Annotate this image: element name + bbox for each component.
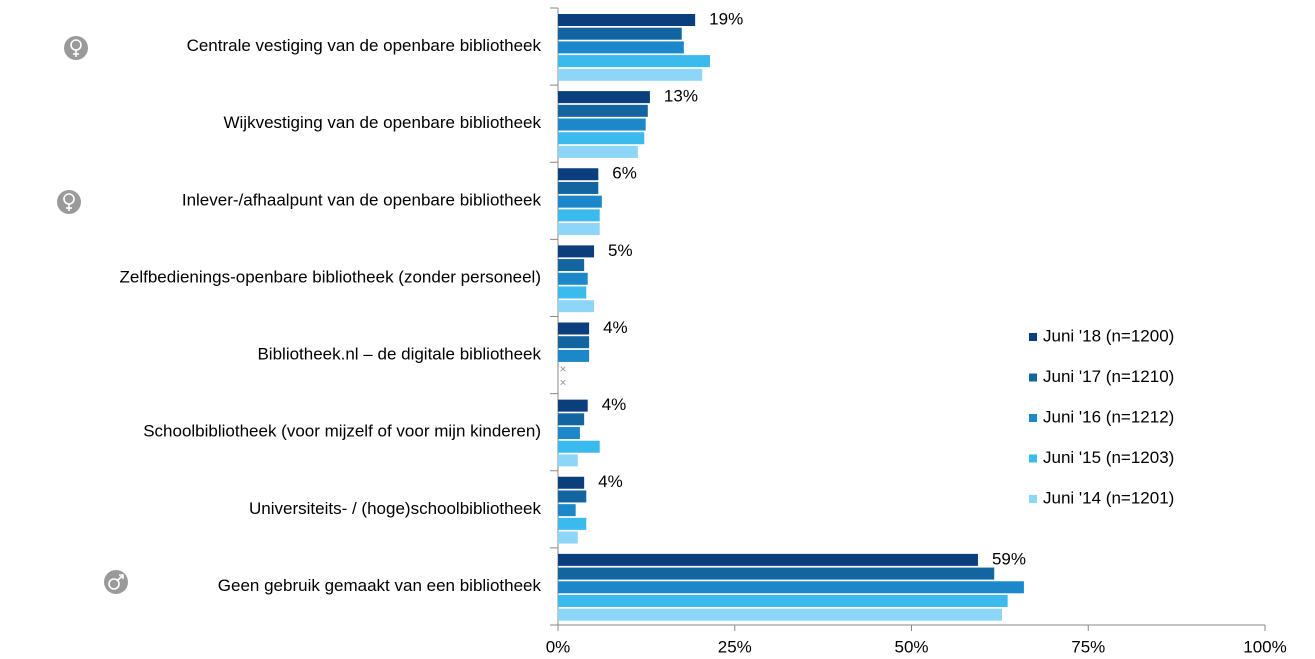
bar	[558, 245, 595, 258]
bar	[558, 399, 588, 412]
icon-female	[57, 190, 81, 214]
legend-swatch	[1029, 373, 1037, 382]
x-tick-label: 75%	[1071, 637, 1105, 656]
value-label: 5%	[608, 241, 633, 260]
icon-male	[104, 570, 128, 594]
bar	[558, 454, 578, 467]
bar	[558, 300, 595, 313]
bar	[558, 440, 600, 453]
category-label: Centrale vestiging van de openbare bibli…	[187, 36, 542, 55]
value-label: 4%	[602, 395, 627, 414]
bar	[558, 223, 600, 236]
bar	[558, 553, 978, 566]
missing-marker: ×	[559, 375, 566, 389]
missing-marker: ×	[559, 362, 566, 376]
category-label: Zelfbedienings-openbare bibliotheek (zon…	[120, 267, 542, 286]
value-label: 59%	[992, 549, 1026, 568]
bar	[558, 168, 599, 181]
bar	[558, 476, 585, 489]
legend-swatch	[1029, 414, 1037, 422]
category-label: Geen gebruik gemaakt van een bibliotheek	[218, 576, 542, 595]
x-tick-label: 25%	[718, 637, 752, 656]
category-label: Universiteits- / (hoge)schoolbibliotheek	[249, 499, 541, 518]
bar	[558, 181, 599, 194]
bar	[558, 413, 585, 426]
bar	[558, 567, 995, 580]
bar	[558, 504, 576, 517]
legend-swatch	[1029, 454, 1037, 463]
bar	[558, 272, 588, 285]
bar	[558, 322, 590, 335]
value-label: 4%	[603, 318, 628, 337]
bar	[558, 490, 587, 503]
bar	[558, 14, 696, 26]
bar	[558, 27, 682, 40]
bar	[558, 209, 600, 222]
bar	[558, 594, 1008, 607]
bar	[558, 517, 587, 530]
bar	[558, 55, 711, 68]
x-tick-label: 100%	[1243, 637, 1286, 656]
value-label: 19%	[709, 9, 743, 28]
bar	[558, 531, 578, 544]
legend-label: Juni '17 (n=1210)	[1043, 367, 1174, 386]
legend-label: Juni '14 (n=1201)	[1043, 488, 1174, 507]
category-label: Schoolbibliotheek (voor mijzelf of voor …	[143, 422, 541, 441]
x-tick-label: 50%	[894, 637, 928, 656]
bar	[558, 336, 590, 349]
legend-label: Juni '15 (n=1203)	[1043, 448, 1174, 467]
bar	[558, 145, 638, 158]
bar	[558, 132, 645, 145]
legend-label: Juni '16 (n=1212)	[1043, 407, 1174, 426]
category-label: Wijkvestiging van de openbare bibliothee…	[223, 113, 541, 132]
legend-swatch	[1029, 495, 1037, 503]
bar	[558, 286, 587, 299]
legend-swatch	[1029, 333, 1037, 341]
bar	[558, 41, 684, 54]
icon-female	[64, 36, 88, 60]
x-tick-label: 0%	[546, 637, 571, 656]
bar	[558, 91, 650, 104]
bar	[558, 349, 590, 362]
bar	[558, 104, 648, 117]
value-label: 6%	[612, 164, 637, 183]
bar	[558, 68, 703, 81]
value-label: 4%	[598, 472, 623, 491]
category-label: Inlever-/afhaalpunt van de openbare bibl…	[182, 190, 542, 209]
bar	[558, 118, 646, 131]
value-label: 13%	[664, 87, 698, 106]
bar	[558, 259, 585, 272]
category-label: Bibliotheek.nl – de digitale bibliotheek	[257, 345, 541, 364]
legend-label: Juni '18 (n=1200)	[1043, 326, 1174, 345]
bar	[558, 195, 602, 208]
bar	[558, 427, 580, 440]
bar	[558, 581, 1024, 594]
bar	[558, 608, 1002, 621]
